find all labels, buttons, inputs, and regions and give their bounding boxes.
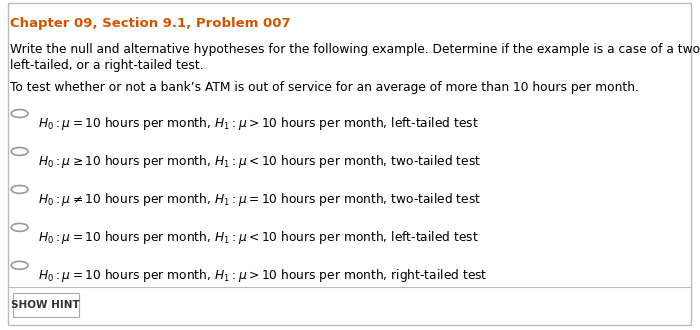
Text: $H_0: \mu\neq10$ hours per month, $H_1: \mu=10$ hours per month, two-tailed test: $H_0: \mu\neq10$ hours per month, $H_1: … (38, 191, 482, 209)
Text: $H_0: \mu=10$ hours per month, $H_1: \mu>10$ hours per month, left-tailed test: $H_0: \mu=10$ hours per month, $H_1: \mu… (38, 115, 480, 133)
Text: $H_0: \mu=10$ hours per month, $H_1: \mu<10$ hours per month, left-tailed test: $H_0: \mu=10$ hours per month, $H_1: \mu… (38, 229, 480, 247)
Text: SHOW HINT: SHOW HINT (11, 300, 80, 310)
Text: Write the null and alternative hypotheses for the following example. Determine i: Write the null and alternative hypothese… (10, 43, 700, 56)
Text: left-tailed, or a right-tailed test.: left-tailed, or a right-tailed test. (10, 59, 204, 72)
Text: To test whether or not a bank’s ATM is out of service for an average of more tha: To test whether or not a bank’s ATM is o… (10, 81, 639, 94)
Text: $H_0: \mu\geq10$ hours per month, $H_1: \mu<10$ hours per month, two-tailed test: $H_0: \mu\geq10$ hours per month, $H_1: … (38, 153, 482, 171)
Text: Chapter 09, Section 9.1, Problem 007: Chapter 09, Section 9.1, Problem 007 (10, 16, 291, 29)
Text: $H_0: \mu = 10$ hours per month, $H_1: \mu>10$ hours per month, right-tailed tes: $H_0: \mu = 10$ hours per month, $H_1: \… (38, 267, 488, 284)
